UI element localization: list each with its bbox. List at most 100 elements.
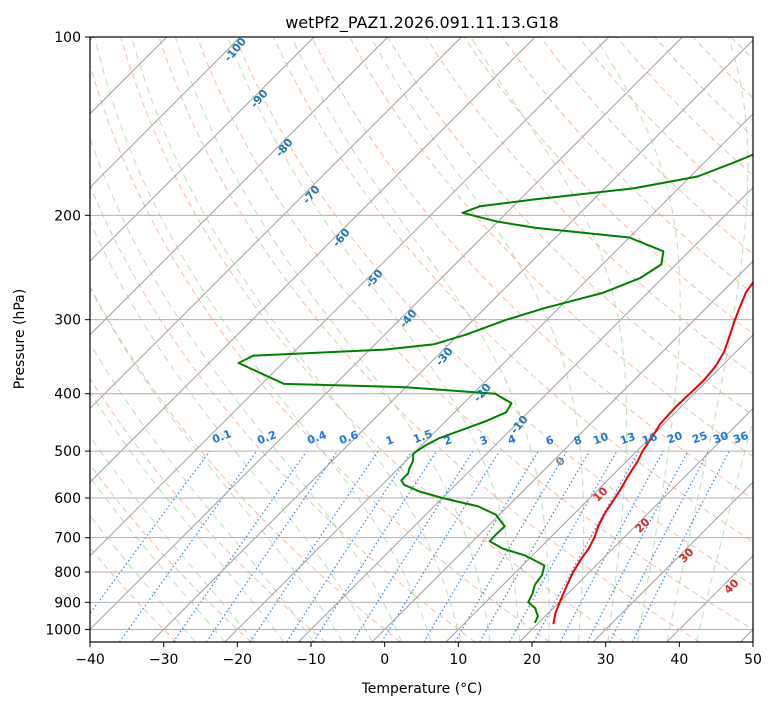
x-tick-label: 10 [449, 652, 467, 668]
isotherm-line [90, 37, 536, 483]
mixing-ratio-line [119, 450, 258, 642]
plot-frame [89, 36, 754, 643]
y-axis-label: Pressure (hPa) [12, 289, 28, 389]
dry-adiabat-line [90, 463, 252, 642]
mixing-ratio-label: 25 [690, 429, 709, 446]
x-tick-label: 30 [597, 652, 615, 668]
mixing-ratio-label: 13 [618, 430, 637, 447]
temperature-line [552, 280, 753, 625]
chart-title: wetPf2_PAZ1.2026.091.11.13.G18 [285, 13, 559, 33]
moist-adiabat-line [90, 220, 373, 642]
mixing-ratio-line [381, 450, 501, 642]
mixing-ratio-line [205, 450, 338, 642]
mixing-ratio-line [172, 450, 308, 642]
isotherm-line [90, 37, 462, 410]
dry-adiabat-line [501, 37, 753, 295]
mixing-ratio-label: 1 [384, 433, 396, 448]
mixing-ratio-line [509, 450, 618, 642]
isotherm-line [298, 186, 753, 642]
mixing-ratio-label: 8 [572, 433, 584, 448]
y-tick-label: 600 [54, 491, 81, 507]
mixing-ratio-label: 0.1 [210, 427, 233, 446]
profile-series [237, 153, 753, 625]
moist-adiabat-line [174, 37, 491, 642]
mixing-ratio-label: 0.4 [305, 428, 328, 447]
x-tick-label: 20 [523, 652, 541, 668]
y-tick-label: 400 [54, 387, 81, 403]
dry-adiabat-line [463, 37, 753, 335]
moist-adiabat-line [470, 37, 628, 642]
dry-adiabat-line [234, 37, 753, 586]
moist-adiabat-line [227, 37, 520, 642]
dry-adiabat-line [90, 377, 327, 642]
isotherm-line [90, 37, 610, 557]
y-tick-label: 900 [54, 595, 81, 611]
dry-adiabat-line [196, 37, 753, 630]
isotherm-line [224, 113, 753, 642]
y-tick-label: 300 [54, 313, 81, 329]
moist-adiabat-line [90, 342, 314, 642]
background-lines [90, 37, 775, 642]
moist-adiabat-line [370, 37, 585, 642]
moist-adiabat-line [291, 37, 550, 642]
isotherm-line [90, 37, 683, 631]
moist-adiabat-line [94, 37, 432, 642]
y-tick-label: 800 [54, 565, 81, 581]
dry-adiabat-line [272, 37, 753, 543]
moist-adiabat-line [666, 37, 749, 642]
dry-adiabat-line [769, 37, 775, 642]
moist-adiabat-line [90, 391, 285, 642]
moist-adiabat-line [90, 435, 255, 642]
x-tick-label: −10 [296, 652, 326, 668]
y-tick-label: 700 [54, 531, 81, 547]
mixing-ratio-label: 36 [731, 429, 750, 447]
dewpoint-line [237, 153, 753, 624]
plot-background [90, 37, 753, 642]
isotherm-line [371, 260, 753, 642]
mixing-ratio-label: 20 [665, 429, 684, 447]
x-tick-label: −20 [223, 652, 253, 668]
y-tick-label: 500 [54, 444, 81, 460]
y-tick-label: 100 [54, 30, 81, 46]
dry-adiabat-line [90, 63, 551, 642]
moist-adiabat-line [695, 418, 753, 642]
mixing-ratio-line [632, 450, 730, 642]
y-axis: 100 200 300 400 500 600 700 800 900 1000 [45, 30, 90, 638]
x-tick-label: 50 [744, 652, 762, 668]
mixing-ratio-label: 30 [711, 429, 730, 447]
mixing-ratio-line [312, 450, 438, 642]
x-tick-label: −40 [75, 652, 105, 668]
mixing-ratio-line [90, 450, 211, 615]
isotherm-line [90, 37, 315, 262]
mixing-ratio-line [286, 450, 413, 642]
x-tick-label: −30 [149, 652, 179, 668]
moist-adiabat-line [594, 37, 681, 642]
isotherm-line [592, 481, 753, 642]
dry-adiabat-line [158, 37, 700, 642]
mixing-ratio-label: 2 [442, 433, 454, 448]
dry-adiabat-line [120, 37, 625, 642]
isotherm-line [519, 407, 753, 642]
isotherm-line [150, 39, 753, 642]
mixing-ratio-label: 16 [640, 430, 659, 448]
mixing-ratio-label: 3 [478, 433, 490, 448]
y-tick-label: 200 [54, 208, 81, 224]
mixing-ratio-label: 0.6 [337, 428, 360, 447]
x-tick-label: 0 [380, 652, 389, 668]
x-axis-label: Temperature (°C) [361, 681, 483, 697]
mixing-ratio-label: 1.5 [411, 427, 434, 446]
moist-adiabat-line [131, 37, 461, 642]
mixing-ratio-line [533, 450, 640, 642]
mixing-ratio-label: 4 [506, 432, 518, 447]
moist-adiabat-line [90, 286, 344, 642]
x-axis: −40 −30 −20 −10 0 10 20 30 40 50 [75, 642, 762, 668]
mixing-ratio-label: 0.2 [255, 428, 278, 447]
mixing-ratio-line [249, 450, 379, 642]
isotherm-line [90, 37, 389, 336]
y-tick-label: 1000 [45, 622, 81, 638]
mixing-ratio-line [559, 450, 664, 642]
isotherm-line [445, 334, 753, 642]
mixing-ratio-label: 10 [591, 430, 610, 448]
x-tick-label: 40 [670, 652, 688, 668]
